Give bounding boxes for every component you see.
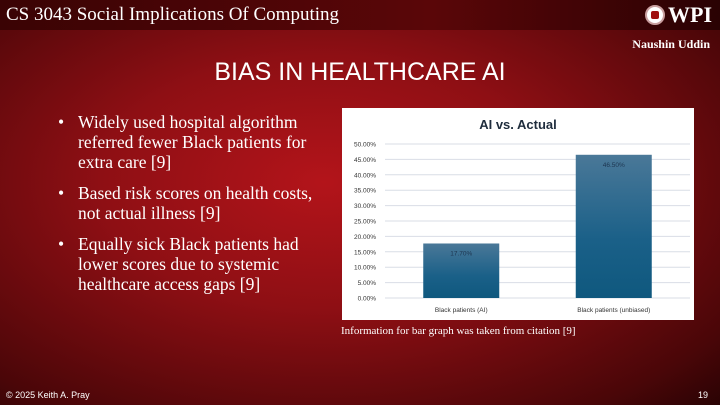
chart-title: AI vs. Actual [479,117,557,132]
bar [423,243,500,298]
page-number: 19 [697,390,708,400]
y-tick-label: 50.00% [354,142,376,149]
author: Naushin Uddin [632,37,710,51]
course-title: CS 3043 Social Implications Of Computing [6,4,340,25]
y-tick-label: 30.00% [354,203,376,210]
y-tick-label: 45.00% [354,157,376,164]
data-label: 46.50% [603,162,625,169]
y-tick-label: 35.00% [354,188,376,195]
bullet-list: Widely used hospital algorithm referred … [58,112,338,305]
bullet: Equally sick Black patients had lower sc… [58,234,338,294]
bar-chart: AI vs. Actual 0.00% 5.00% 10.00% 15.00% 20.00… [342,108,694,320]
header-bar: CS 3043 Social Implications Of Computing… [0,0,720,30]
wpi-logo: WPI [645,2,712,28]
y-tick-label: 10.00% [354,265,376,272]
chart-svg: AI vs. Actual 0.00% 5.00% 10.00% 15.00% 20.00… [354,117,690,314]
bullet: Widely used hospital algorithm referred … [58,112,338,172]
y-tick-label: 25.00% [354,219,376,226]
y-tick-label: 5.00% [358,280,377,287]
bar [575,154,652,298]
x-tick-label: Black patients (unbiased) [577,307,650,314]
data-label: 17.70% [450,250,472,257]
y-tick-label: 0.00% [358,296,377,303]
bullet: Based risk scores on health costs, not a… [58,183,338,223]
copyright: © 2025 Keith A. Pray [6,390,90,400]
y-tick-label: 40.00% [354,172,376,179]
seal-icon [645,5,665,25]
y-tick-label: 15.00% [354,249,376,256]
slide-title: BIAS IN HEALTHCARE AI [214,58,506,86]
y-tick-label: 20.00% [354,234,376,241]
x-tick-label: Black patients (AI) [435,307,488,314]
chart-caption: Information for bar graph was taken from… [341,325,576,337]
logo-text: WPI [668,2,712,27]
